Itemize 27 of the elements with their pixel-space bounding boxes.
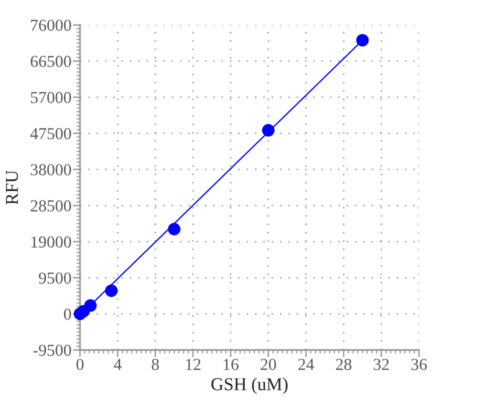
y-tick-label: 19000 (31, 236, 72, 248)
x-axis-title: GSH (uM) (211, 378, 288, 394)
y-tick-label: 28500 (30, 200, 72, 212)
point (74, 308, 86, 320)
y-tick-label: 0 (64, 308, 72, 320)
y-tick-label: 47500 (30, 128, 72, 140)
x-tick-label: 8 (152, 358, 159, 370)
point (356, 34, 369, 46)
y-axis-title: RFU (6, 170, 18, 205)
x-tick-label: 28 (336, 358, 352, 370)
point (105, 284, 118, 297)
y-tick-label: -9500 (33, 344, 72, 356)
y-tick-label: 57000 (30, 92, 72, 104)
x-tick-label: 32 (374, 358, 389, 370)
x-tick-label: 16 (224, 358, 239, 370)
y-tick-label: 76000 (31, 20, 72, 31)
point (262, 124, 275, 137)
y-tick-label: 66500 (30, 56, 72, 68)
y-tick-label: 9500 (38, 272, 72, 284)
x-tick-label: 4 (114, 358, 122, 370)
x-tick-label: 36 (411, 358, 427, 370)
x-tick-label: 0 (76, 358, 84, 370)
point (168, 222, 180, 236)
y-tick-label: 38000 (30, 164, 72, 176)
x-tick-label: 24 (298, 358, 314, 370)
x-tick-label: 20 (260, 358, 276, 370)
x-tick-label: 12 (186, 358, 200, 370)
